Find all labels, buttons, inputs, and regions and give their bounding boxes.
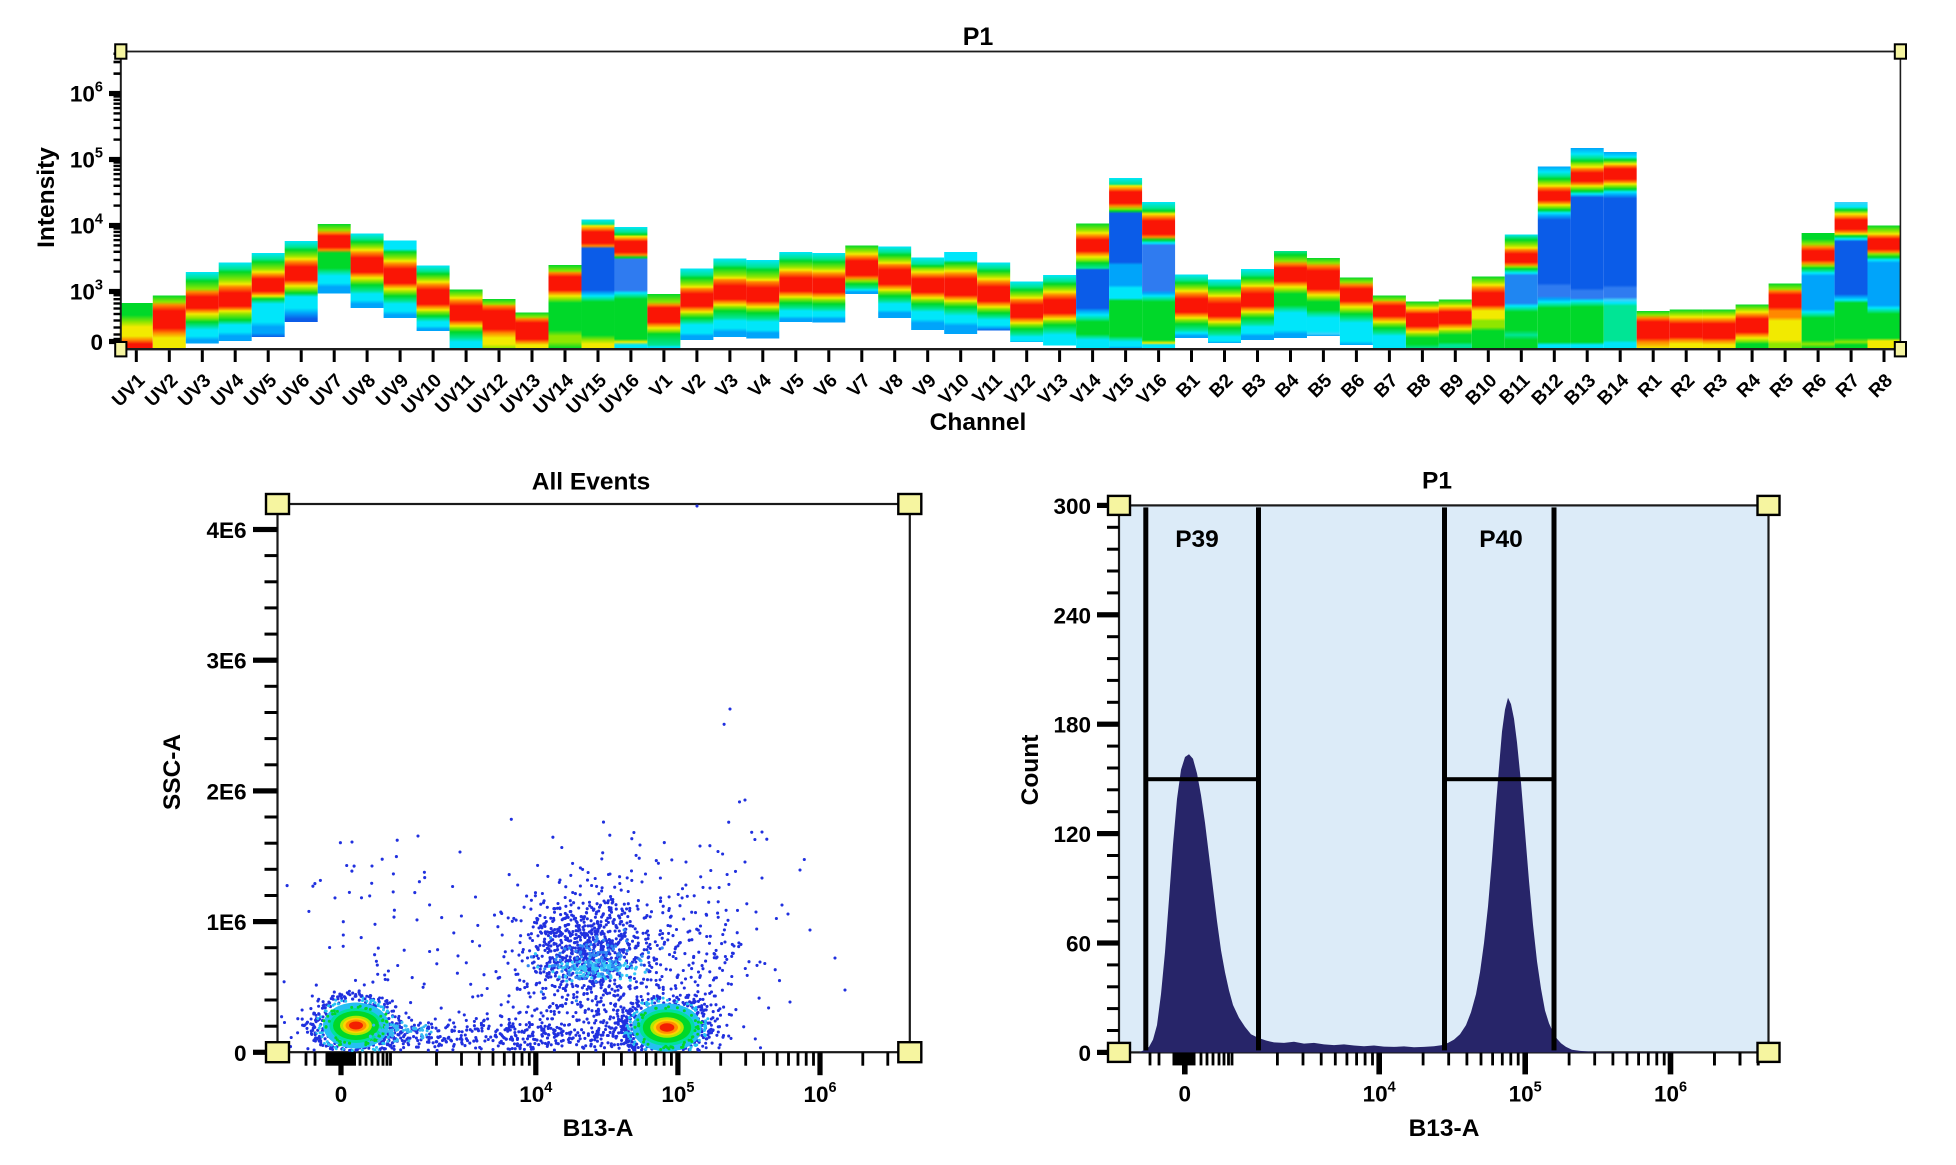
svg-text:B14: B14	[1594, 370, 1634, 410]
svg-text:V10: V10	[935, 370, 974, 409]
svg-text:180: 180	[1053, 713, 1091, 738]
svg-text:Channel: Channel	[930, 409, 1027, 436]
svg-text:B3: B3	[1239, 370, 1271, 402]
svg-text:B11: B11	[1496, 370, 1535, 409]
svg-text:R4: R4	[1733, 370, 1765, 402]
svg-text:V12: V12	[1001, 370, 1040, 409]
svg-text:B2: B2	[1206, 370, 1238, 402]
svg-text:B4: B4	[1272, 370, 1304, 402]
svg-text:0: 0	[1078, 1041, 1091, 1066]
svg-text:UV7: UV7	[306, 370, 347, 411]
svg-text:P1: P1	[963, 23, 994, 51]
svg-text:UV6: UV6	[273, 370, 314, 411]
svg-text:V11: V11	[969, 370, 1007, 408]
svg-text:B13: B13	[1561, 370, 1600, 409]
svg-text:UV4: UV4	[207, 370, 248, 411]
svg-text:104: 104	[70, 212, 103, 239]
svg-text:B10: B10	[1462, 370, 1501, 409]
svg-text:105: 105	[70, 146, 103, 173]
svg-text:UV2: UV2	[141, 370, 182, 411]
svg-text:B5: B5	[1304, 370, 1336, 402]
svg-text:B13-A: B13-A	[1409, 1115, 1480, 1142]
svg-text:V1: V1	[646, 370, 678, 402]
svg-text:V2: V2	[679, 370, 710, 401]
svg-text:Intensity: Intensity	[33, 147, 60, 248]
svg-text:P39: P39	[1175, 526, 1219, 553]
svg-text:Count: Count	[1017, 735, 1044, 806]
svg-text:V15: V15	[1100, 370, 1139, 409]
svg-text:P40: P40	[1479, 526, 1523, 553]
svg-text:V16: V16	[1133, 370, 1172, 409]
svg-text:240: 240	[1053, 603, 1091, 628]
svg-text:4E6: 4E6	[206, 518, 246, 543]
svg-text:106: 106	[803, 1080, 836, 1107]
svg-text:R1: R1	[1634, 370, 1666, 402]
svg-text:3E6: 3E6	[206, 649, 246, 674]
svg-text:UV8: UV8	[339, 370, 380, 411]
svg-text:B13-A: B13-A	[563, 1115, 634, 1142]
svg-text:V14: V14	[1067, 370, 1106, 409]
svg-text:B7: B7	[1370, 370, 1402, 402]
svg-text:104: 104	[519, 1080, 552, 1107]
svg-text:R8: R8	[1865, 370, 1897, 402]
svg-text:106: 106	[1654, 1079, 1687, 1106]
svg-text:300: 300	[1053, 494, 1091, 519]
svg-text:B12: B12	[1528, 370, 1567, 409]
svg-text:V13: V13	[1034, 370, 1073, 409]
svg-text:R5: R5	[1766, 370, 1798, 402]
svg-text:All Events: All Events	[532, 469, 650, 496]
svg-text:V6: V6	[811, 370, 842, 401]
svg-text:120: 120	[1053, 822, 1091, 847]
svg-text:R6: R6	[1799, 370, 1831, 402]
svg-text:60: 60	[1066, 932, 1091, 957]
svg-text:0: 0	[1179, 1081, 1192, 1106]
svg-text:V8: V8	[876, 370, 907, 401]
svg-text:V9: V9	[909, 370, 940, 401]
svg-text:UV5: UV5	[240, 370, 281, 411]
svg-text:V3: V3	[712, 370, 743, 401]
svg-text:0: 0	[90, 330, 103, 355]
svg-text:V5: V5	[778, 370, 810, 402]
svg-text:B8: B8	[1403, 370, 1435, 402]
svg-text:P1: P1	[1422, 468, 1452, 495]
svg-text:R2: R2	[1667, 370, 1699, 402]
svg-text:105: 105	[661, 1080, 694, 1107]
svg-text:104: 104	[1363, 1079, 1396, 1106]
svg-text:UV1: UV1	[108, 370, 149, 411]
svg-text:R3: R3	[1700, 370, 1732, 402]
svg-text:SSC-A: SSC-A	[159, 734, 186, 811]
svg-text:B1: B1	[1173, 370, 1205, 402]
svg-text:0: 0	[234, 1041, 247, 1066]
svg-text:103: 103	[70, 278, 103, 305]
svg-text:V4: V4	[745, 370, 777, 402]
svg-text:R7: R7	[1832, 370, 1864, 402]
svg-text:B6: B6	[1337, 370, 1369, 402]
svg-text:2E6: 2E6	[206, 779, 246, 804]
svg-text:0: 0	[335, 1082, 348, 1107]
svg-text:105: 105	[1509, 1079, 1542, 1106]
svg-text:V7: V7	[844, 370, 875, 401]
svg-text:106: 106	[70, 80, 103, 107]
svg-text:1E6: 1E6	[206, 910, 246, 935]
svg-text:UV3: UV3	[174, 370, 215, 411]
